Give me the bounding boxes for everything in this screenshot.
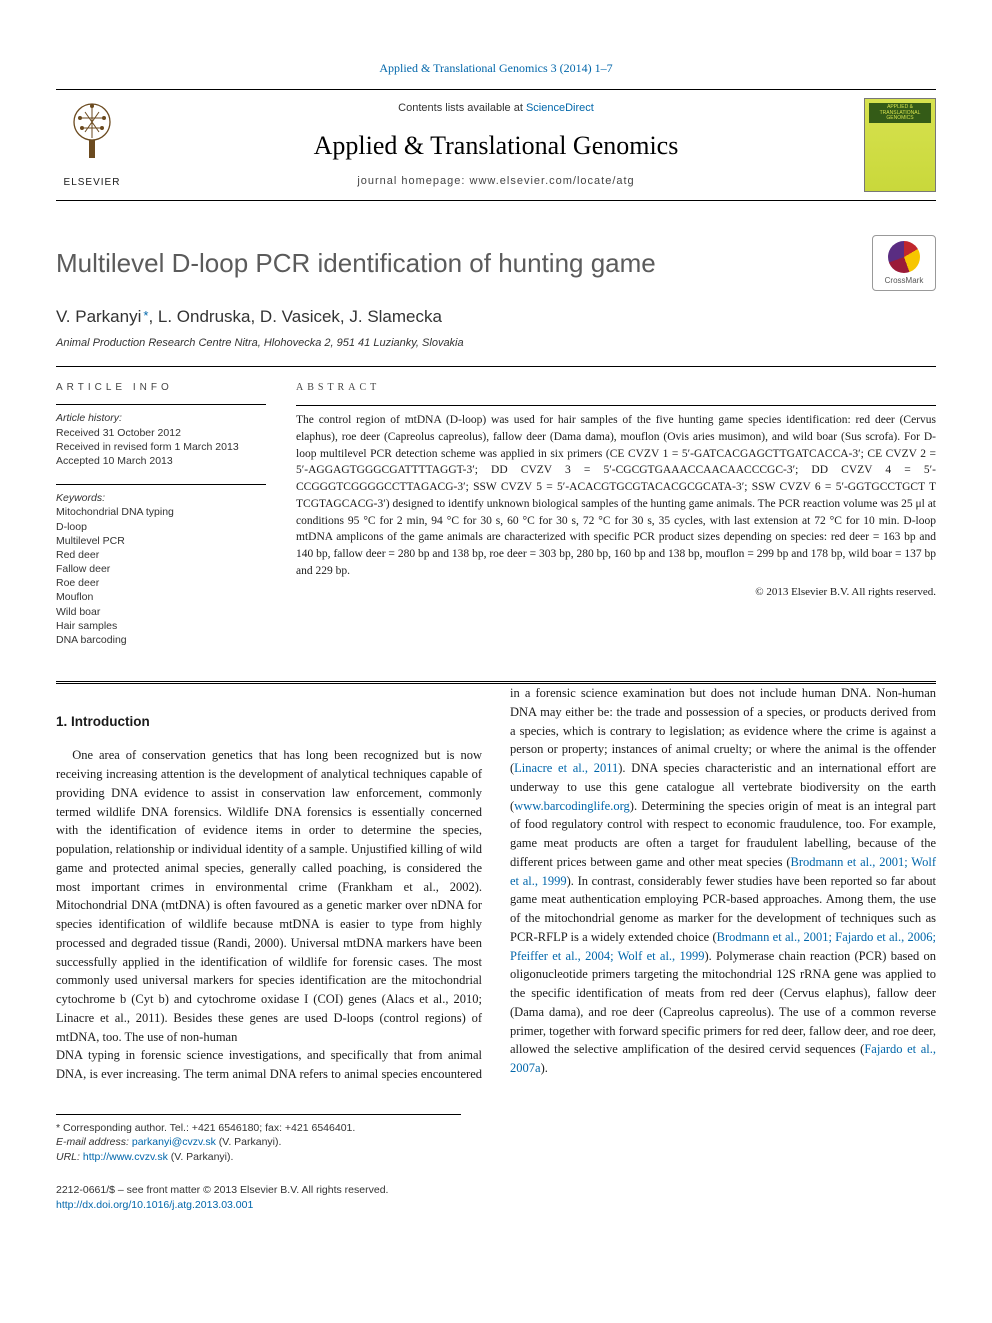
top-citation[interactable]: Applied & Translational Genomics 3 (2014… bbox=[56, 60, 936, 77]
section-heading-intro: 1. Introduction bbox=[56, 712, 482, 732]
journal-cover-thumbnail: APPLIED & TRANSLATIONAL GENOMICS bbox=[864, 98, 936, 192]
corresponding-footnote: * Corresponding author. Tel.: +421 65461… bbox=[56, 1114, 461, 1165]
history-label: Article history: bbox=[56, 411, 266, 425]
article-info-column: article info Article history: Received 3… bbox=[56, 381, 266, 663]
first-author: V. Parkanyi bbox=[56, 307, 141, 326]
keywords-label: Keywords: bbox=[56, 491, 266, 505]
crossmark-label: CrossMark bbox=[885, 275, 924, 287]
divider bbox=[56, 484, 266, 485]
url-affil: (V. Parkanyi). bbox=[168, 1151, 234, 1163]
abstract-text: The control region of mtDNA (D-loop) was… bbox=[296, 412, 936, 579]
received-date: Received 31 October 2012 bbox=[56, 426, 266, 440]
elsevier-tree-icon bbox=[65, 100, 119, 160]
remaining-authors: , L. Ondruska, D. Vasicek, J. Slamecka bbox=[148, 307, 442, 326]
journal-title: Applied & Translational Genomics bbox=[146, 127, 846, 165]
divider bbox=[56, 404, 266, 405]
article-history-block: Article history: Received 31 October 201… bbox=[56, 411, 266, 468]
revised-date: Received in revised form 1 March 2013 bbox=[56, 440, 266, 454]
body-text: ). Polymerase chain reaction (PCR) based… bbox=[510, 949, 936, 1057]
citation-link[interactable]: Linacre et al., 2011 bbox=[514, 761, 618, 775]
body-paragraph: One area of conservation genetics that h… bbox=[56, 746, 482, 1046]
abstract-copyright: © 2013 Elsevier B.V. All rights reserved… bbox=[296, 585, 936, 601]
divider bbox=[56, 681, 936, 682]
external-url-link[interactable]: www.barcodinglife.org bbox=[514, 799, 630, 813]
divider bbox=[296, 405, 936, 406]
article-title: Multilevel D-loop PCR identification of … bbox=[56, 245, 656, 283]
journal-header-band: ELSEVIER Contents lists available at Sci… bbox=[56, 89, 936, 201]
keyword-item: Wild boar bbox=[56, 605, 266, 619]
doi-link[interactable]: http://dx.doi.org/10.1016/j.atg.2013.03.… bbox=[56, 1198, 936, 1213]
sciencedirect-link[interactable]: ScienceDirect bbox=[526, 102, 594, 114]
affiliation: Animal Production Research Centre Nitra,… bbox=[56, 336, 936, 352]
keyword-item: DNA barcoding bbox=[56, 633, 266, 647]
divider bbox=[56, 366, 936, 367]
url-label: URL: bbox=[56, 1151, 80, 1163]
email-affil: (V. Parkanyi). bbox=[216, 1136, 282, 1148]
keyword-item: D-loop bbox=[56, 520, 266, 534]
body-two-columns: 1. Introduction One area of conservation… bbox=[56, 684, 936, 1084]
author-url-link[interactable]: http://www.cvzv.sk bbox=[83, 1151, 168, 1163]
cover-body bbox=[869, 123, 931, 187]
keywords-block: Keywords: Mitochondrial DNA typing D-loo… bbox=[56, 491, 266, 647]
homepage-url[interactable]: www.elsevier.com/locate/atg bbox=[470, 175, 635, 187]
keyword-item: Roe deer bbox=[56, 576, 266, 590]
body-text: ). bbox=[541, 1061, 548, 1075]
header-center: Contents lists available at ScienceDirec… bbox=[146, 101, 846, 191]
email-link[interactable]: parkanyi@cvzv.sk bbox=[132, 1136, 216, 1148]
elsevier-wordmark: ELSEVIER bbox=[64, 176, 121, 191]
elsevier-logo: ELSEVIER bbox=[56, 100, 128, 190]
keyword-item: Multilevel PCR bbox=[56, 534, 266, 548]
issn-line: 2212-0661/$ – see front matter © 2013 El… bbox=[56, 1183, 936, 1198]
email-label: E-mail address: bbox=[56, 1136, 129, 1148]
keyword-item: Hair samples bbox=[56, 619, 266, 633]
accepted-date: Accepted 10 March 2013 bbox=[56, 454, 266, 468]
bottom-metadata: 2212-0661/$ – see front matter © 2013 El… bbox=[56, 1183, 936, 1213]
abstract-heading: abstract bbox=[296, 381, 936, 396]
homepage-prefix: journal homepage: bbox=[357, 175, 469, 187]
contents-prefix: Contents lists available at bbox=[398, 102, 526, 114]
article-info-heading: article info bbox=[56, 381, 266, 395]
corresponding-author-line: * Corresponding author. Tel.: +421 65461… bbox=[56, 1121, 461, 1136]
keyword-item: Mitochondrial DNA typing bbox=[56, 505, 266, 519]
keyword-item: Red deer bbox=[56, 548, 266, 562]
keyword-item: Fallow deer bbox=[56, 562, 266, 576]
contents-available-line: Contents lists available at ScienceDirec… bbox=[146, 101, 846, 117]
abstract-column: abstract The control region of mtDNA (D-… bbox=[296, 381, 936, 663]
journal-homepage-line: journal homepage: www.elsevier.com/locat… bbox=[146, 174, 846, 190]
corresponding-marker[interactable]: * bbox=[143, 308, 148, 323]
authors-line: V. Parkanyi*, L. Ondruska, D. Vasicek, J… bbox=[56, 305, 936, 330]
keyword-item: Mouflon bbox=[56, 590, 266, 604]
crossmark-badge[interactable]: CrossMark bbox=[872, 235, 936, 291]
crossmark-icon bbox=[888, 241, 920, 273]
cover-title: APPLIED & TRANSLATIONAL GENOMICS bbox=[869, 103, 931, 123]
